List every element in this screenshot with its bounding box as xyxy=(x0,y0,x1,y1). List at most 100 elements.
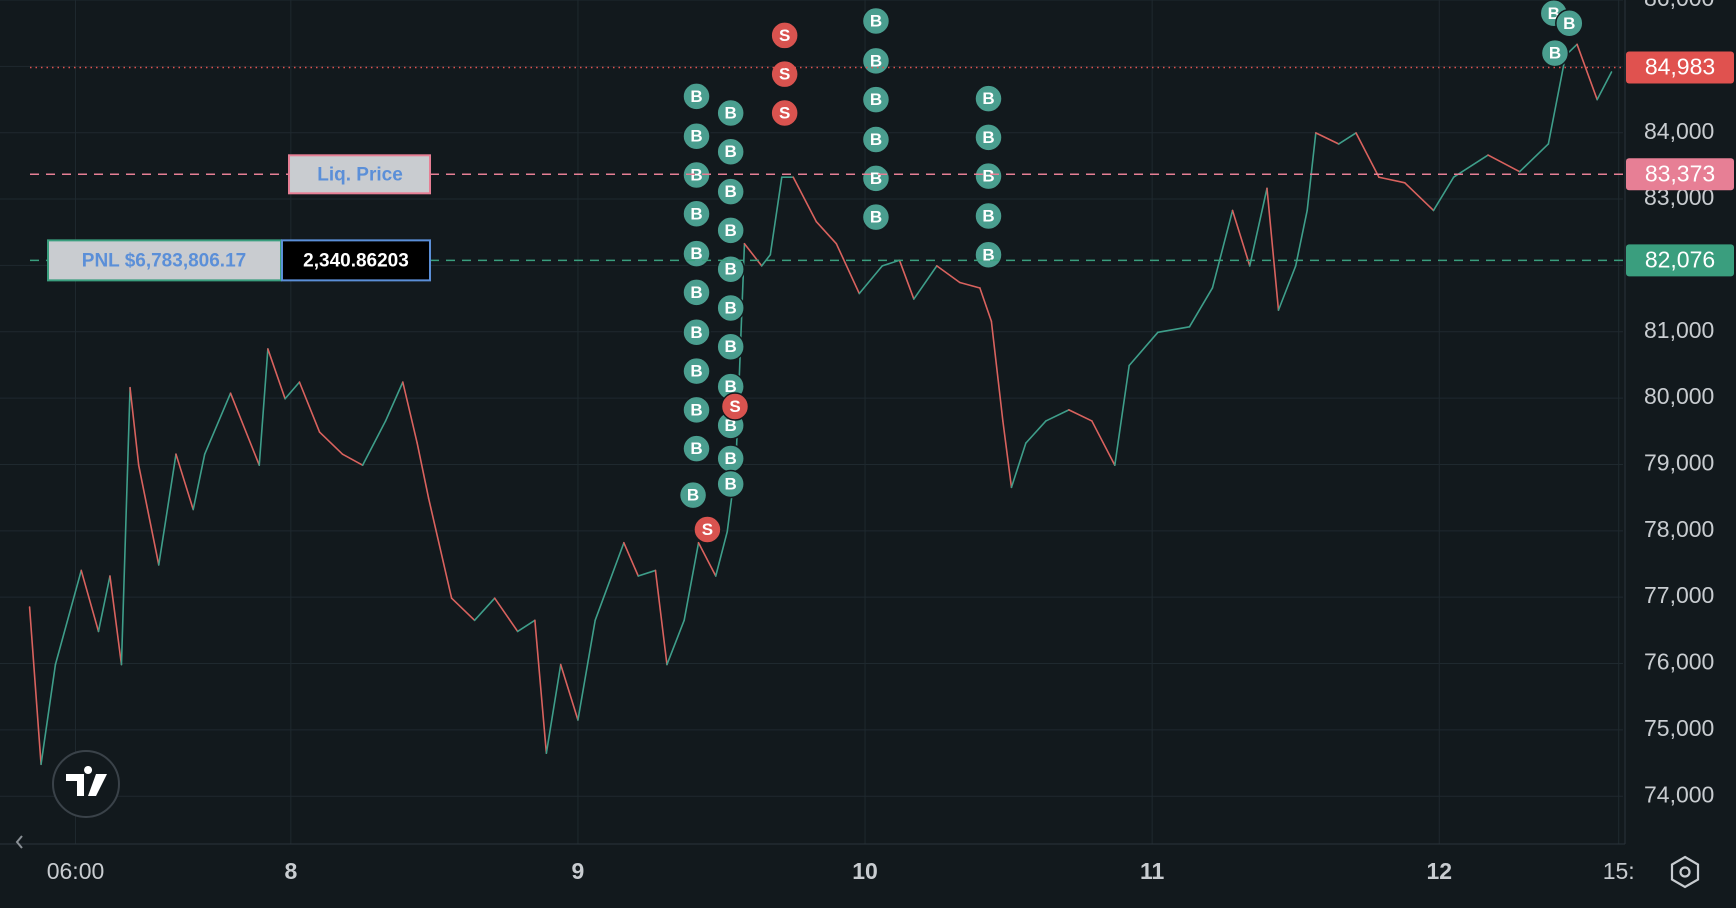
trade-marker: B xyxy=(682,121,711,151)
price-segment xyxy=(1596,71,1613,101)
trade-marker-label: B xyxy=(725,337,737,356)
trade-marker-dot xyxy=(682,356,711,386)
trade-marker: B xyxy=(716,216,745,245)
scroll-left[interactable] xyxy=(15,835,23,849)
trade-marker: S xyxy=(720,392,750,421)
trade-marker: S xyxy=(770,59,799,89)
trade-marker-label: S xyxy=(779,65,790,84)
y-tick-label: 76,000 xyxy=(1644,649,1714,675)
markers: BBBBBBBBBBBBBBBBBBBBBSSBSSSBBBBBBBBBBBBB… xyxy=(678,0,1584,544)
trade-marker-label: B xyxy=(690,204,702,223)
price-segment xyxy=(416,442,430,500)
trade-marker: S xyxy=(770,21,799,50)
logo-circle[interactable] xyxy=(52,750,120,818)
price-segment xyxy=(175,453,195,511)
price-segment xyxy=(1378,176,1406,184)
price-tag-label: 84,983 xyxy=(1645,54,1715,80)
price-segment xyxy=(666,619,685,666)
price-segment xyxy=(654,569,668,666)
trade-marker: B xyxy=(682,160,711,190)
trade-marker-dot xyxy=(861,6,891,36)
y-tick-label: 79,000 xyxy=(1644,450,1714,476)
price-segment xyxy=(534,619,548,755)
x-tick-label: 12 xyxy=(1426,858,1452,884)
price-segment xyxy=(80,569,100,633)
trade-marker: B xyxy=(861,46,891,76)
trade-marker: B xyxy=(716,177,745,206)
trade-marker: B xyxy=(716,254,745,284)
trade-marker: B xyxy=(861,6,891,36)
trade-marker-dot xyxy=(716,137,745,166)
trade-marker: B xyxy=(716,137,745,166)
trade-marker: B xyxy=(716,293,745,323)
trade-marker: B xyxy=(716,444,745,473)
price-segment xyxy=(1211,209,1234,289)
price-segment xyxy=(267,348,286,400)
price-segment xyxy=(427,497,453,599)
price-segment xyxy=(1188,287,1214,328)
price-segment xyxy=(637,569,657,577)
x-tick-label: 06:00 xyxy=(47,858,105,884)
trade-marker: S xyxy=(770,98,799,128)
price-segment xyxy=(1487,154,1521,173)
trade-marker-dot xyxy=(682,395,711,425)
price-tag xyxy=(1626,158,1734,191)
settings-icon[interactable] xyxy=(1670,855,1700,889)
trade-marker-label: B xyxy=(1563,14,1575,33)
tradingview-logo[interactable] xyxy=(52,750,120,818)
trade-marker-dot xyxy=(861,202,891,232)
trade-marker-label: B xyxy=(870,12,882,31)
y-tick-label: 80,000 xyxy=(1644,383,1714,409)
price-segment xyxy=(203,392,232,455)
price-segment xyxy=(769,176,783,256)
price-segment xyxy=(137,464,160,566)
trade-marker-label: B xyxy=(690,362,702,381)
price-segment xyxy=(384,381,404,422)
trade-marker-label: B xyxy=(690,323,702,342)
price-segment xyxy=(473,597,496,622)
trade-marker: B xyxy=(682,434,711,463)
price-segment xyxy=(577,619,596,721)
trade-marker: B xyxy=(974,240,1003,270)
price-segment xyxy=(623,541,640,577)
trade-marker-dot xyxy=(682,318,711,347)
trade-marker: B xyxy=(861,202,891,232)
trade-marker: B xyxy=(861,85,891,114)
price-segment xyxy=(858,265,884,295)
trade-marker: S xyxy=(693,515,722,544)
trade-marker-label: B xyxy=(870,90,882,109)
price-segment xyxy=(54,569,83,666)
trade-marker: B xyxy=(682,356,711,386)
price-segment xyxy=(402,381,418,444)
trade-marker-dot xyxy=(861,125,891,154)
trade-marker-dot xyxy=(716,177,745,206)
trade-marker-label: B xyxy=(870,130,882,149)
x-tick-label: 11 xyxy=(1140,858,1165,884)
trade-marker-dot xyxy=(682,121,711,151)
trade-marker-label: B xyxy=(982,245,994,264)
trade-marker-dot xyxy=(974,240,1003,270)
price-segment xyxy=(1248,187,1268,267)
price-segment xyxy=(361,420,387,466)
price-segment xyxy=(990,320,1004,422)
price-segment xyxy=(341,453,364,466)
y-tick-label: 84,000 xyxy=(1644,118,1714,144)
trade-marker-dot xyxy=(1555,9,1584,38)
trade-marker-dot xyxy=(716,254,745,284)
trade-marker-label: B xyxy=(870,51,882,70)
price-segment xyxy=(1294,209,1308,267)
trade-marker-dot xyxy=(974,123,1003,152)
price-segment xyxy=(1266,187,1280,311)
price-tag-label: 83,373 xyxy=(1645,160,1715,186)
price-segment xyxy=(898,259,915,300)
price-segment xyxy=(258,348,269,466)
trade-marker-dot xyxy=(770,59,799,89)
trade-marker-label: B xyxy=(690,166,702,185)
trade-marker-label: S xyxy=(729,397,740,416)
price-segment xyxy=(298,381,321,433)
price-segment xyxy=(835,242,861,295)
trade-marker: B xyxy=(861,125,891,154)
trade-marker-dot xyxy=(682,434,711,463)
trade-marker-label: B xyxy=(725,449,737,468)
